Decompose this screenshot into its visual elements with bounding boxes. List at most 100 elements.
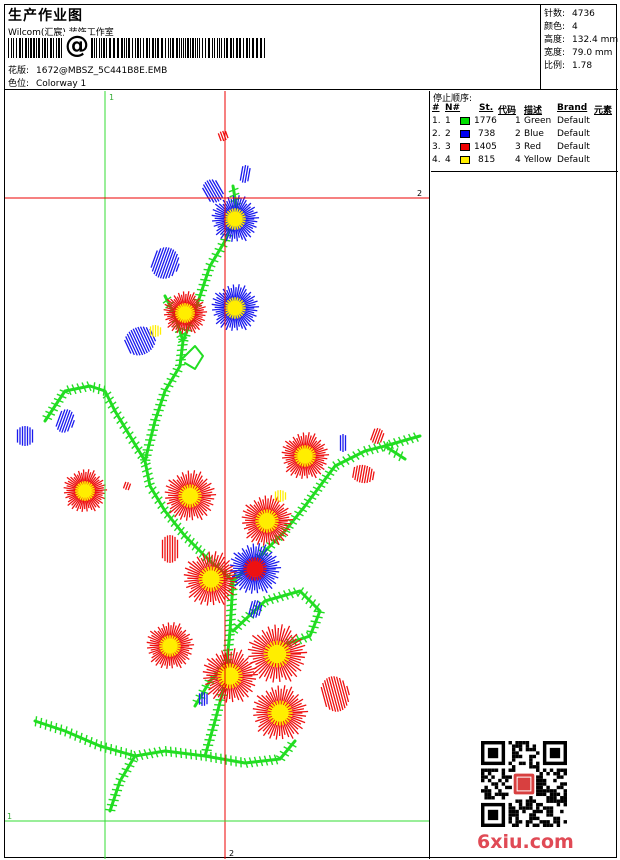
- row-needle: 4: [445, 155, 451, 165]
- stat-scale: 比例: 1.78: [544, 58, 592, 71]
- col-stitches: St.: [479, 103, 494, 113]
- row-num: 4.: [432, 155, 441, 165]
- embroidery-bud: [248, 599, 263, 618]
- row-needle: 2: [445, 129, 451, 139]
- row-code: 2: [515, 129, 521, 139]
- table-row: 3. 3 1405 3 Red Default: [431, 141, 618, 154]
- stat-label: 高度:: [544, 35, 566, 45]
- color-swatch: [460, 130, 470, 141]
- row-stitches: 738: [478, 129, 496, 139]
- row-brand: Default: [557, 142, 590, 152]
- embroidery-flower: [63, 469, 108, 512]
- table-header: # N# St. 代码 描述 Brand 元素: [431, 102, 618, 116]
- sheet-header: 生产作业图 Wilcom(汇宸) 装饰工作室 @ 花版: 1672@MBSZ_5C…: [5, 5, 618, 90]
- embroidery-bud: [339, 434, 347, 452]
- stat-label: 颜色:: [544, 22, 566, 32]
- stop-sequence-title: 停止顺序:: [433, 94, 473, 104]
- embroidery-flower: [247, 624, 308, 683]
- barcode: @: [8, 32, 270, 58]
- row-num: 3.: [432, 142, 441, 152]
- col-code: 代码: [498, 106, 517, 116]
- embroidery-flower: [164, 470, 217, 521]
- embroidery-bud: [370, 427, 385, 445]
- barcode-symbol: @: [64, 31, 90, 59]
- embroidery-bud: [274, 490, 287, 502]
- col-element: 元素: [594, 106, 613, 116]
- row-stitches: 815: [478, 155, 496, 165]
- row-code: 4: [515, 155, 521, 165]
- stat-value: 4: [572, 22, 578, 32]
- row-code: 3: [515, 142, 521, 152]
- embroidery-bud: [320, 676, 350, 712]
- production-sheet: 生产作业图 Wilcom(汇宸) 装饰工作室 @ 花版: 1672@MBSZ_5C…: [4, 4, 618, 859]
- embroidery-bud: [198, 692, 208, 706]
- table-row: 1. 1 1776 1 Green Default: [431, 115, 618, 128]
- pattern-label: 花版:: [8, 66, 30, 76]
- embroidery-flower: [229, 543, 282, 594]
- embroidery-bud: [149, 325, 162, 337]
- embroidery-bud: [161, 535, 179, 563]
- row-num: 2.: [432, 129, 441, 139]
- col-num: #: [432, 103, 440, 113]
- embroidery-flower: [163, 291, 208, 334]
- stat-colors: 颜色: 4: [544, 19, 578, 32]
- stats-panel: 针数: 4736 颜色: 4 高度: 132.4 mm 宽度: 79.0 mm 比例: 1…: [542, 5, 618, 90]
- stat-label: 比例:: [544, 61, 566, 71]
- stat-value: 79.0 mm: [572, 48, 613, 58]
- table-divider: [431, 171, 618, 172]
- pattern-line: 花版: 1672@MBSZ_5C441B8E.EMB: [8, 63, 167, 76]
- embroidery-bud: [352, 464, 375, 484]
- row-brand: Default: [557, 129, 590, 139]
- stop-sequence-panel: 停止顺序: # N# St. 代码 描述 Brand 元素 1. 1 1776 …: [431, 91, 618, 859]
- watermark: 6xiu.com: [477, 831, 574, 853]
- embroidery-flower: [146, 622, 195, 669]
- color-swatch: [460, 156, 470, 167]
- embroidery-bud: [16, 426, 34, 446]
- row-code: 1: [515, 116, 521, 126]
- stat-label: 宽度:: [544, 48, 566, 58]
- design-canvas: 1 2 1 2: [5, 91, 430, 859]
- col-needle: N#: [445, 103, 461, 113]
- row-brand: Default: [557, 155, 590, 165]
- embroidery-bud: [122, 481, 132, 491]
- embroidery-flower: [202, 648, 259, 703]
- embroidery-bud: [239, 164, 251, 183]
- row-needle: 3: [445, 142, 451, 152]
- table-row: 2. 2 738 2 Blue Default: [431, 128, 618, 141]
- pattern-value: 1672@MBSZ_5C441B8E.EMB: [36, 66, 168, 76]
- row-desc: Blue: [524, 129, 544, 139]
- table-row: 4. 4 815 4 Yellow Default: [431, 154, 618, 167]
- col-brand: Brand: [557, 103, 588, 113]
- row-brand: Default: [557, 116, 590, 126]
- sheet-title: 生产作业图: [8, 8, 83, 24]
- guide-label-v1: 1: [109, 93, 114, 102]
- stat-value: 132.4 mm: [572, 35, 619, 45]
- row-desc: Red: [524, 142, 542, 152]
- row-desc: Green: [524, 116, 552, 126]
- row-stitches: 1405: [474, 142, 497, 152]
- qr-code: [481, 741, 567, 827]
- colorway-value: Colorway 1: [36, 79, 87, 89]
- embroidery-bud: [55, 409, 75, 433]
- stat-height: 高度: 132.4 mm: [544, 32, 618, 45]
- color-table: # N# St. 代码 描述 Brand 元素 1. 1 1776 1 Gree…: [431, 102, 618, 167]
- row-stitches: 1776: [474, 116, 497, 126]
- software-name: Wilcom(汇宸) 装饰工作室: [8, 28, 114, 38]
- embroidery-flower: [281, 432, 330, 479]
- guide-label-v2: 2: [229, 849, 234, 858]
- colorway-line: 色位: Colorway 1: [8, 76, 86, 89]
- colorway-label: 色位:: [8, 79, 30, 89]
- embroidery-flower: [252, 685, 309, 740]
- embroidery-flower: [211, 195, 260, 242]
- color-swatch: [460, 117, 470, 128]
- embroidery-bud: [201, 179, 225, 203]
- stat-width: 宽度: 79.0 mm: [544, 45, 612, 58]
- embroidery-flower: [211, 284, 260, 331]
- guide-label-h2: 2: [417, 189, 422, 198]
- embroidery-bud: [217, 130, 229, 142]
- embroidery-flower: [241, 495, 294, 546]
- row-needle: 1: [445, 116, 451, 126]
- col-desc: 描述: [524, 106, 543, 116]
- embroidery-bud: [150, 247, 180, 279]
- row-desc: Yellow: [524, 155, 552, 165]
